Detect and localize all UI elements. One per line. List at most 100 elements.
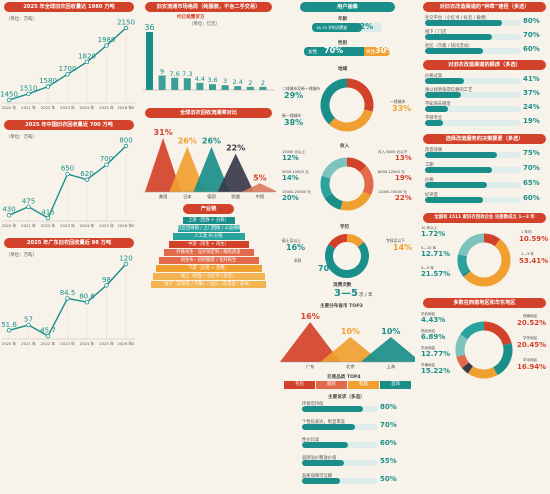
seed-value: 80% xyxy=(523,17,540,25)
seed-bar xyxy=(425,48,483,54)
flow-rate-category: 德国 xyxy=(207,193,215,200)
top4-title: 交易品类 TOP4 xyxy=(327,375,361,380)
edu-slice xyxy=(346,234,364,248)
enterprise-value-left: 12.71% xyxy=(421,250,451,258)
history-value-label: 1820 xyxy=(78,52,96,60)
age-text: 18-35 岁的消费者 xyxy=(316,25,348,30)
top4-item: 包包 xyxy=(284,381,315,389)
income-label-left: 15000-25000 元 xyxy=(282,190,311,194)
history-unit-0: （单位：万吨） xyxy=(6,17,37,22)
flow-rate-peak xyxy=(217,153,254,192)
history-point xyxy=(26,91,31,97)
decision-value: 60% xyxy=(523,194,540,202)
market-bar-value: 9 xyxy=(160,68,164,76)
enterprise-slice xyxy=(458,233,485,257)
industry-chain-layer: 人工及 AI 分拣 xyxy=(172,233,245,240)
flow-rate-chart: 31% 美国 26% 日本 26% 德国 22% 欧盟 5% 中国 xyxy=(143,128,276,200)
income-label-left: 15000 元以上 xyxy=(282,150,306,154)
history-category-label: 2024 年 xyxy=(80,105,95,110)
region-slice xyxy=(320,78,348,125)
history-category-label: 2026 年E xyxy=(117,341,135,346)
decision-label: 价格 xyxy=(425,178,434,183)
region-dist-slice xyxy=(456,354,470,368)
history-point xyxy=(123,25,129,31)
edu-title: 学历 xyxy=(340,225,350,230)
appeal-label: 品质保障可信赖 xyxy=(302,474,333,479)
history-category-label: 2022 年 xyxy=(41,341,56,346)
market-bar xyxy=(196,82,204,90)
decision-label: 工期 xyxy=(425,163,434,168)
history-value-label: 51.6 xyxy=(1,321,17,329)
history-point xyxy=(6,328,12,333)
flow-rate-title: 全球旧衣回收流通率对比 xyxy=(145,108,272,118)
industry-chain-layer: 线下（实体店 / 市集）/ 出口（东南亚 / 非洲） xyxy=(151,281,266,288)
enterprise-value-left: 21.57% xyxy=(421,270,451,278)
history-line-chart-0: 1450 2020 年 1510 2021 年 1580 2022 年 1700 2023 年… xyxy=(0,19,135,111)
income-title: 收入 xyxy=(340,144,350,149)
enterprise-label-left: 3—5 年 xyxy=(421,266,434,270)
history-value-label: 45.7 xyxy=(40,327,56,335)
market-bar-value: 2 xyxy=(248,79,252,87)
income-value-left: 12% xyxy=(282,154,299,162)
enterprise-label-left: 5—10 年 xyxy=(421,246,437,250)
history-category-label: 2026 年E xyxy=(117,105,135,110)
appeal-value: 70% xyxy=(380,421,397,429)
enterprise-value-right: 10.59% xyxy=(519,235,549,243)
history-value-label: 475 xyxy=(22,197,35,205)
history-value-label: 415 xyxy=(41,209,54,217)
history-category-label: 2021 年 xyxy=(21,223,36,228)
history-point xyxy=(123,143,129,149)
income-donut xyxy=(320,157,374,211)
region-donut xyxy=(320,78,374,132)
history-value-label: 84.5 xyxy=(60,289,76,297)
enterprise-slice xyxy=(457,254,470,275)
history-category-label: 2020 年 xyxy=(2,223,17,228)
flow-rate-value: 26% xyxy=(202,137,221,146)
region-dist-value-left: 4.43% xyxy=(421,316,446,324)
province-value: 10% xyxy=(341,327,360,336)
history-point xyxy=(65,296,70,301)
industry-chain-layer: 线上（闲鱼 / 小红书 / 抖音） xyxy=(152,273,265,280)
history-point xyxy=(26,204,31,209)
province-peak xyxy=(320,337,381,362)
edu-donut xyxy=(325,234,369,278)
concern-bar xyxy=(425,120,444,126)
history-point xyxy=(104,162,109,167)
gender-title: 性别 xyxy=(338,41,348,46)
province-category: 上海 xyxy=(387,363,396,370)
history-value-label: 1510 xyxy=(20,84,38,92)
history-category-label: 2021 年 xyxy=(21,341,36,346)
history-point xyxy=(6,97,12,103)
history-point xyxy=(6,212,12,218)
income-slice xyxy=(320,175,333,199)
region-dist-value-right: 20.45% xyxy=(517,341,547,349)
appeal-label: 个性化表达，彰显审美 xyxy=(302,420,345,425)
income-label-right: 8000-12000 元 xyxy=(378,170,405,174)
income-slice xyxy=(324,193,343,210)
industry-chain-title: 产业链 xyxy=(183,204,234,214)
history-value-label: 620 xyxy=(80,170,93,178)
history-unit-1: （单位：万吨） xyxy=(6,135,37,140)
seed-title: 对旧衣改造渠道的“种草”途径（多选） xyxy=(423,2,546,12)
edu-label-1: 硕士及以上 xyxy=(282,238,301,243)
concern-track xyxy=(425,120,521,126)
enterprise-slice xyxy=(461,269,471,277)
region-label-2: 新一线城市 xyxy=(282,113,301,118)
concern-value: 19% xyxy=(523,117,540,125)
region-dist-value-right: 20.52% xyxy=(517,319,547,327)
flow-rate-category: 日本 xyxy=(183,193,192,200)
region-dist-slice xyxy=(460,321,485,340)
appeal-bar xyxy=(302,460,344,466)
gender-male-bar xyxy=(364,47,390,56)
age-bar xyxy=(312,23,363,32)
enterprise-label-right: 1 年内 xyxy=(521,230,532,234)
decision-bar xyxy=(425,182,488,188)
top4-item: 首饰 xyxy=(380,381,411,389)
province-chart: 16% 广东 10% 北京 10% 上海 xyxy=(280,312,415,370)
market-bar-value: 3.6 xyxy=(207,76,217,84)
gender-female-label: 女性 xyxy=(308,50,318,55)
region-slice xyxy=(328,109,373,132)
seed-value: 60% xyxy=(523,45,540,53)
history-point xyxy=(84,177,90,182)
